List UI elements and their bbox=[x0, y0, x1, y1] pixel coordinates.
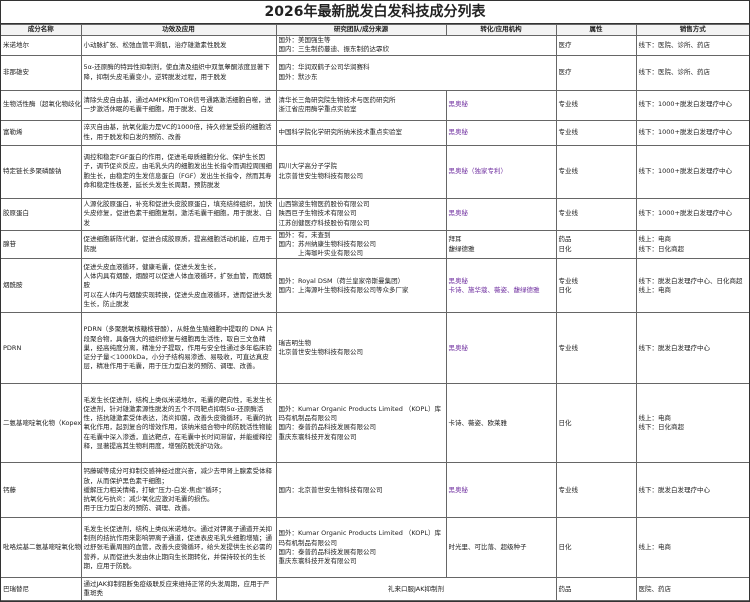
cell-effect: 通过JAK抑制阻断免疫级联反应来维持正常的头发周期，应用于严重斑秃 bbox=[80, 577, 277, 602]
cell-source: 国外：Kumar Organic Products Limited （KOPL）… bbox=[275, 517, 447, 579]
cell-effect: 调控和稳定FGF蛋白的作用，促进毛母质细胞分化、保护生长因子，调节促炎反应，由毛… bbox=[80, 144, 277, 199]
cell-ingredient-name: 米诺地尔 bbox=[1, 35, 82, 56]
cell-attribute: 专业线 bbox=[555, 312, 637, 385]
table-row: 米诺地尔 小动脉扩张、松弛血管平滑肌，治疗雄激素性脱发 国外：美国强生等 国内：三生… bbox=[1, 35, 749, 56]
cell-attribute: 专业线 bbox=[555, 119, 637, 146]
cell-sales: 线下：1000+脱发白发理疗中心 bbox=[635, 119, 749, 146]
cell-source: 国外：Kumar Organic Products Limited （KOPL）… bbox=[275, 383, 447, 464]
cell-attribute: 专业线 bbox=[555, 89, 637, 121]
cell-ingredient-name: 烟酰胺 bbox=[1, 258, 82, 314]
cell-source: 国内：北京普世安生物科技有限公司 bbox=[275, 462, 447, 519]
cell-attribute: 专业线 bbox=[555, 144, 637, 199]
cell-effect: 小动脉扩张、松弛血管平滑肌，治疗雄激素性脱发 bbox=[80, 35, 277, 56]
cell-effect: 清除头皮自由基，通过AMPK和mTOR信号通路激活细胞自噬，进一步激活休眠的毛囊… bbox=[80, 89, 277, 121]
cell-sales: 线下：脱发白发理疗中心 bbox=[635, 312, 749, 385]
cell-org: 时光里、可比落、超级种子 bbox=[445, 517, 557, 579]
table-row: 巴瑞替尼 通过JAK抑制阻断免疫级联反应来维持正常的头发周期，应用于严重斑秃 礼来口… bbox=[1, 577, 749, 602]
cell-ingredient-name: 特定链长多聚磷酸钠 bbox=[1, 144, 82, 199]
cell-sales: 线下：1000+脱发白发理疗中心 bbox=[635, 144, 749, 199]
cell-org: 拜耳 馥绿德雅 bbox=[445, 229, 557, 260]
cell-sales: 线上：电商 线下：日化商超 bbox=[635, 383, 749, 464]
cell-attribute: 专业线 bbox=[555, 462, 637, 519]
cell-effect: 毛发生长促进剂，结构上类似米诺地尔，毛囊的靶向性，毛发生长促进剂，针对雄激素源性… bbox=[80, 383, 277, 464]
cell-attribute: 药品 日化 bbox=[555, 229, 637, 260]
cell-source: 礼来口服JAK抑制剂 bbox=[275, 577, 557, 602]
cell-source: 国外：有，未查到 国内：苏州纳康生物科技有限公司 上海珈叶实业有限公司 bbox=[275, 229, 447, 260]
table-row: 胶原蛋白 人源化胶原蛋白，补充和促进头皮胶原蛋白，填充结缔组织，加快头皮修复，促进… bbox=[1, 197, 749, 231]
cell-ingredient-name: 二氨基嘧啶氧化物（Kopexil） bbox=[1, 383, 82, 464]
cell-attribute: 日化 bbox=[555, 517, 637, 579]
cell-attribute: 医疗 bbox=[555, 54, 637, 91]
table-row: 非那雄安 5α-还原酶的特异性抑制剂，使血清及组织中双氢睾酮浓度显著下降，抑制头皮… bbox=[1, 54, 749, 91]
cell-sales: 线下：医院、诊所、药店 bbox=[635, 54, 749, 91]
cell-sales: 线上：电商 bbox=[635, 517, 749, 579]
cell-source: 中国科学院化学研究所纳米技术重点实验室 bbox=[275, 119, 447, 146]
cell-org: 黑奥秘 bbox=[445, 89, 557, 121]
header-effect: 功效及应用 bbox=[80, 24, 277, 36]
cell-effect: 人源化胶原蛋白，补充和促进头皮胶原蛋白，填充结缔组织，加快头皮修复，促进色素干细… bbox=[80, 197, 277, 231]
cell-sales: 线下：1000+脱发白发理疗中心 bbox=[635, 197, 749, 231]
cell-ingredient-name: 巴瑞替尼 bbox=[1, 577, 82, 602]
table-row: 生物活性酶（超氧化物歧化酶）清除头皮自由基，通过AMPK和mTOR信号通路激活细… bbox=[1, 89, 749, 121]
cell-attribute: 日化 bbox=[555, 383, 637, 464]
cell-effect: PDRN（多聚脱氧核糖核苷酸），从鲑鱼生殖细胞中提取的 DNA 片段聚合物，具备… bbox=[80, 312, 277, 385]
cell-ingredient-name: PDRN bbox=[1, 312, 82, 385]
cell-effect: 毛发生长促进剂，结构上类似米诺地尔。通过对钾离子通道开关抑制剂的拮抗作用来影响钾… bbox=[80, 517, 277, 579]
cell-sales: 线下：医院、诊所、药店 bbox=[635, 35, 749, 56]
cell-org: 黑奥秘（独家专利） bbox=[445, 144, 557, 199]
cell-source: 四川大学高分子学院 北京普世安生物科技有限公司 bbox=[275, 144, 447, 199]
header-sales: 销售方式 bbox=[635, 24, 749, 36]
table-row: 富勒烯 淬灭自由基，抗氧化能力是VC的1000倍，持久修复受损的细胞活性，用于脱发… bbox=[1, 119, 749, 146]
cell-ingredient-name: 生物活性酶（超氧化物歧化酶） bbox=[1, 89, 82, 121]
cell-source: 国内：华润双鹤子公司华润赛科 国外：默沙东 bbox=[275, 54, 557, 91]
cell-source: 清华长三角研究院生物技术与医药研究所 浙江省应用酶学重点实验室 bbox=[275, 89, 447, 121]
header-row: 成分名称 功效及应用 研究团队/成分来源 转化/应用机构 属性 销售方式 bbox=[1, 24, 749, 36]
cell-ingredient-name: 腺苷 bbox=[1, 229, 82, 260]
header-source: 研究团队/成分来源 bbox=[275, 24, 447, 36]
cell-org: 卡诗、薇姿、欧莱雅 bbox=[445, 383, 557, 464]
cell-org: 黑奥秘 bbox=[445, 197, 557, 231]
table-row: 吡咯烷基二氨基嘧啶氧化物（Kop毛发生长促进剂，结构上类似米诺地尔。通过对钾离子… bbox=[1, 517, 749, 579]
cell-ingredient-name: 吡咯烷基二氨基嘧啶氧化物（Kop bbox=[1, 517, 82, 579]
cell-sales: 线上：电商 线下：日化商超 bbox=[635, 229, 749, 260]
cell-sales: 线下：脱发白发理疗中心 bbox=[635, 462, 749, 519]
table-row: 特定链长多聚磷酸钠 调控和稳定FGF蛋白的作用，促进毛母质细胞分化、保护生长因子，… bbox=[1, 144, 749, 199]
cell-attribute: 专业线 日化 bbox=[555, 258, 637, 314]
cell-attribute: 药品 bbox=[555, 577, 637, 602]
sheet-title: 2026年最新脱发白发科技成分列表 bbox=[1, 1, 749, 24]
cell-attribute: 专业线 bbox=[555, 197, 637, 231]
table-row: PDRN PDRN（多聚脱氧核糖核苷酸），从鲑鱼生殖细胞中提取的 DNA 片段聚合… bbox=[1, 312, 749, 385]
cell-effect: 促进头皮血液循环，健康毛囊，促进头发生长， 人体内具有烟酸，烟酸可以促进人体血液… bbox=[80, 258, 277, 314]
cell-source: 山西锦波生物医药股份有限公司 陕西巨子生物技术有限公司 江苏创健医疗科技股份有限… bbox=[275, 197, 447, 231]
table-row: 钙藤 钙藤碱等成分可抑制交感神经过度兴奋，减少去甲肾上腺素受体释放，从而保护黑色素… bbox=[1, 462, 749, 519]
cell-ingredient-name: 非那雄安 bbox=[1, 54, 82, 91]
cell-effect: 促进细胞新陈代谢，促进合成胶原质，提高细胞活动机能，应用于防脱 bbox=[80, 229, 277, 260]
cell-org: 黑奥秘 卡诗、施华蔻、薇姿、馥绿德雅 bbox=[445, 258, 557, 314]
table-row: 腺苷 促进细胞新陈代谢，促进合成胶原质，提高细胞活动机能，应用于防脱 国外：有，未查… bbox=[1, 229, 749, 260]
cell-effect: 钙藤碱等成分可抑制交感神经过度兴奋，减少去甲肾上腺素受体释放，从而保护黑色素干细… bbox=[80, 462, 277, 519]
cell-org: 黑奥秘 bbox=[445, 312, 557, 385]
cell-source: 瑞吉明生物 北京普世安生物科技有限公司 bbox=[275, 312, 447, 385]
cell-effect: 5α-还原酶的特异性抑制剂，使血清及组织中双氢睾酮浓度显著下降，抑制头皮毛囊变小… bbox=[80, 54, 277, 91]
cell-source: 国外：美国强生等 国内：三生制药蔓迪、振东制药达霏欣 bbox=[275, 35, 557, 56]
table-row: 烟酰胺 促进头皮血液循环，健康毛囊，促进头发生长， 人体内具有烟酸，烟酸可以促进人… bbox=[1, 258, 749, 314]
header-org: 转化/应用机构 bbox=[445, 24, 557, 36]
cell-ingredient-name: 胶原蛋白 bbox=[1, 197, 82, 231]
cell-sales: 线下：脱发白发理疗中心、日化商超 线上：电商 bbox=[635, 258, 749, 314]
cell-sales: 线下：1000+脱发白发理疗中心 bbox=[635, 89, 749, 121]
header-attr: 属性 bbox=[555, 24, 637, 36]
cell-effect: 淬灭自由基，抗氧化能力是VC的1000倍，持久修复受损的细胞活性，用于脱发和白发… bbox=[80, 119, 277, 146]
cell-ingredient-name: 钙藤 bbox=[1, 462, 82, 519]
table-row: 二氨基嘧啶氧化物（Kopexil）毛发生长促进剂，结构上类似米诺地尔，毛囊的靶向… bbox=[1, 383, 749, 464]
cell-sales: 医院、药店 bbox=[635, 577, 749, 602]
cell-attribute: 医疗 bbox=[555, 35, 637, 56]
ingredient-table: 成分名称 功效及应用 研究团队/成分来源 转化/应用机构 属性 销售方式 米诺地… bbox=[1, 24, 749, 602]
cell-org: 黑奥秘 bbox=[445, 462, 557, 519]
cell-ingredient-name: 富勒烯 bbox=[1, 119, 82, 146]
cell-source: 国外：Royal DSM（荷兰皇家帝斯曼集团） 国内：上海源叶生物科技有限公司等… bbox=[275, 258, 447, 314]
cell-org: 黑奥秘 bbox=[445, 119, 557, 146]
header-name: 成分名称 bbox=[1, 24, 82, 36]
